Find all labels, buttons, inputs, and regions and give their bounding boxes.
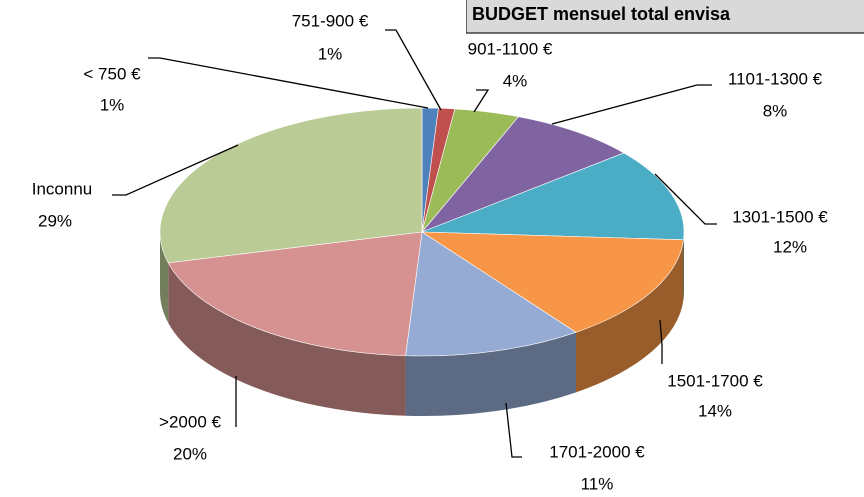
leader-line — [505, 402, 522, 458]
value-label: 20% — [173, 444, 207, 463]
leader-line — [654, 173, 717, 225]
value-label: 1% — [318, 44, 343, 63]
leader-line — [148, 57, 429, 109]
category-label: 1101-1300 € — [728, 69, 823, 88]
chart-title: BUDGET mensuel total envisa — [472, 4, 731, 24]
category-label: 751-900 € — [292, 11, 369, 30]
slice — [421, 152, 685, 241]
category-label: >2000 € — [159, 412, 221, 431]
slice — [421, 116, 625, 233]
value-label: 14% — [698, 401, 732, 420]
leader-line — [473, 89, 490, 113]
slice — [420, 231, 684, 333]
leader-line — [385, 29, 442, 111]
pie — [159, 107, 685, 416]
labels: < 750 € 1% 751-900 € 1% 901-1100 € 4% 1101-130… — [32, 11, 829, 493]
category-label: 1701-2000 € — [549, 442, 645, 461]
title-background — [466, 0, 864, 34]
slice-side — [575, 239, 684, 393]
slice — [167, 231, 423, 357]
category-label: Inconnu — [32, 179, 93, 198]
leader-line — [551, 84, 712, 125]
value-label: 4% — [503, 71, 528, 90]
slice — [405, 231, 577, 357]
leader-line — [112, 144, 239, 196]
title-box: BUDGET mensuel total envisa — [466, 0, 864, 34]
value-label: 1% — [100, 95, 125, 114]
category-label: 1301-1500 € — [732, 207, 828, 226]
leader-line — [659, 319, 663, 364]
slice — [159, 107, 423, 264]
slice-side — [160, 232, 169, 323]
category-label: < 750 € — [83, 64, 141, 83]
category-label: 901-1100 € — [468, 39, 553, 58]
slice-side — [683, 232, 684, 300]
value-label: 29% — [38, 211, 72, 230]
slice-side — [405, 332, 576, 416]
value-label: 8% — [763, 101, 788, 120]
slice-side — [168, 262, 406, 416]
category-label: 1501-1700 € — [667, 371, 763, 390]
value-label: 11% — [581, 474, 614, 493]
value-label: 12% — [773, 237, 807, 256]
